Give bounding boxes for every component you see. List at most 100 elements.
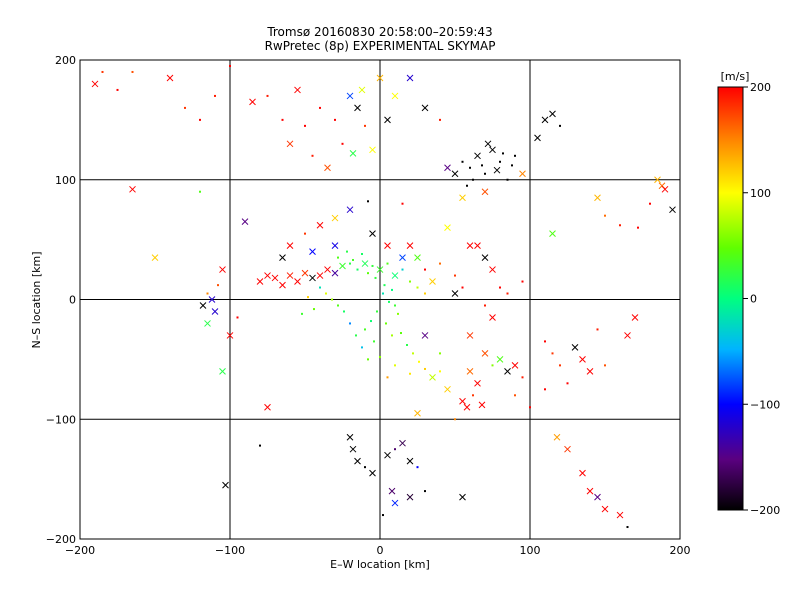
data-point-dot <box>388 300 390 303</box>
data-point-dot <box>529 406 531 409</box>
data-point-dot <box>373 340 375 343</box>
data-point-dot <box>484 304 486 307</box>
y-tick-label: −200 <box>46 533 76 546</box>
data-point-dot <box>356 268 359 271</box>
data-point-x <box>406 242 414 249</box>
data-point-x <box>349 445 357 453</box>
data-point-dot <box>551 352 554 355</box>
data-point-dot <box>355 334 357 337</box>
colorbar-label: [m/s] <box>721 70 750 83</box>
y-tick-label: 200 <box>55 54 76 67</box>
data-point-dot <box>418 360 420 363</box>
data-point-x <box>346 92 354 100</box>
data-point-dot <box>386 376 389 379</box>
data-point-x <box>594 493 601 501</box>
data-point-x <box>264 403 271 411</box>
data-point-dot <box>379 355 381 358</box>
x-tick-label: 200 <box>670 544 691 557</box>
colorbar-tick-label: −100 <box>750 398 780 411</box>
data-point-x <box>586 487 594 495</box>
data-point-dot <box>371 264 374 267</box>
data-point-x <box>222 481 229 489</box>
x-axis-label: E–W location [km] <box>330 558 430 571</box>
data-point-x <box>324 266 331 273</box>
data-point-dot <box>214 94 216 97</box>
data-point-dot <box>416 286 419 289</box>
data-point-x <box>466 242 474 249</box>
data-point-x <box>376 74 384 82</box>
x-tick-label: 100 <box>520 544 541 557</box>
data-point-x <box>429 278 436 285</box>
data-point-dot <box>364 328 366 331</box>
data-point-dot <box>626 526 629 529</box>
data-point-dot <box>461 286 464 289</box>
data-point-dot <box>199 118 201 121</box>
data-point-dot <box>454 418 456 421</box>
data-point-x <box>399 439 406 447</box>
data-point-x <box>354 457 361 465</box>
data-point-dot <box>544 388 546 391</box>
data-point-dot <box>325 292 327 295</box>
data-point-dot <box>424 268 426 271</box>
data-point-x <box>444 385 451 393</box>
chart-subtitle: RwPretec (8p) EXPERIMENTAL SKYMAP <box>265 39 496 53</box>
data-point-x <box>309 248 316 255</box>
y-tick-labels: −200 −100 0 100 200 <box>46 54 76 546</box>
data-point-dot <box>349 262 351 265</box>
x-tick-label: 0 <box>377 544 384 557</box>
data-point-dot <box>343 310 345 313</box>
data-point-x <box>406 493 414 501</box>
data-point-dot <box>376 310 378 313</box>
data-point-dot <box>229 64 231 67</box>
data-point-x <box>399 254 406 261</box>
data-point-dot <box>559 364 561 367</box>
data-point-x <box>481 188 489 196</box>
data-point-x <box>421 332 429 339</box>
data-point-x <box>264 272 271 279</box>
data-point-x <box>286 140 294 148</box>
data-point-x <box>451 290 459 297</box>
data-point-x <box>489 146 496 154</box>
colorbar-tick-label: 200 <box>750 81 771 94</box>
data-point-x <box>376 266 384 273</box>
data-point-dot <box>397 312 399 315</box>
data-point-dot <box>499 160 501 163</box>
data-point-x <box>208 296 216 303</box>
data-point-dot <box>266 94 269 97</box>
data-point-x <box>294 278 301 285</box>
x-tick-label: −100 <box>215 544 245 557</box>
data-point-x <box>309 274 316 282</box>
data-point-dot <box>521 376 524 379</box>
data-point-dot <box>370 320 372 323</box>
data-point-x <box>484 140 492 148</box>
data-point-dot <box>361 252 363 255</box>
colorbar-tick-label: 0 <box>750 293 757 306</box>
data-point-dot <box>637 226 639 229</box>
data-point-dot <box>439 352 441 355</box>
data-point-dot <box>566 382 569 385</box>
data-point-x <box>331 269 339 277</box>
data-point-x <box>463 403 471 411</box>
y-tick-label: −100 <box>46 413 76 426</box>
data-point-x <box>406 457 414 465</box>
data-point-dot <box>313 308 315 311</box>
data-point-x <box>474 152 481 160</box>
data-point-x <box>489 266 496 273</box>
data-point-x <box>211 308 219 315</box>
data-point-dot <box>131 70 134 73</box>
data-point-dot <box>334 118 336 121</box>
data-point-x <box>354 104 361 112</box>
data-point-x <box>553 433 561 441</box>
data-point-x <box>478 401 486 409</box>
data-point-dot <box>367 272 369 275</box>
data-point-x <box>541 116 549 124</box>
data-point-dot <box>506 292 509 295</box>
data-point-x <box>631 314 639 321</box>
data-point-x <box>414 254 421 261</box>
y-tick-label: 100 <box>55 174 76 187</box>
data-point-dot <box>304 124 306 127</box>
data-point-dot <box>412 352 414 355</box>
data-point-x <box>444 164 451 172</box>
data-point-dot <box>559 124 561 127</box>
data-point-x <box>414 409 421 417</box>
